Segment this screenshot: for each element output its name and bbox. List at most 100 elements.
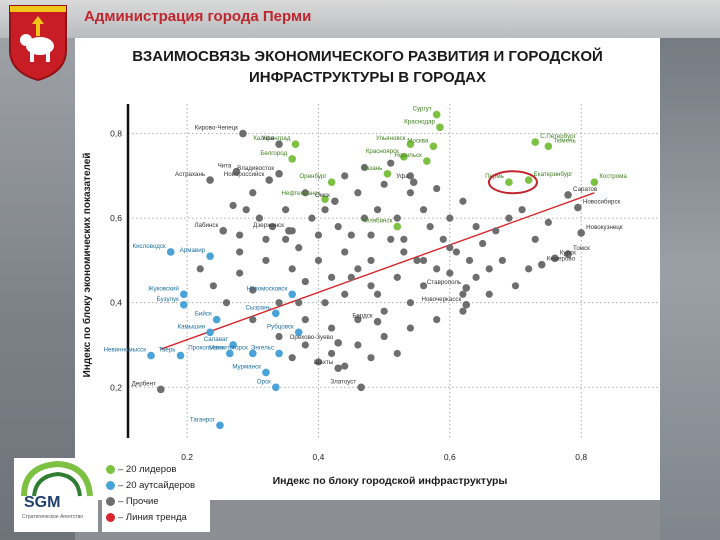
data-point	[367, 256, 375, 265]
data-point	[505, 214, 513, 222]
data-point	[301, 277, 309, 286]
point-label: Пермь	[485, 173, 504, 180]
y-axis-label: Индекс по блоку экономических показателе…	[81, 153, 93, 378]
point-label: Новокузнецк	[586, 224, 623, 231]
legend-item-others: – Прочие	[106, 494, 159, 508]
legend-item-trend: – Линия тренда	[106, 510, 187, 524]
point-label: Орехово-Зуево	[290, 334, 334, 341]
data-point	[413, 256, 421, 265]
data-point	[383, 169, 392, 178]
data-point	[301, 341, 309, 349]
data-point	[354, 316, 362, 324]
x-tick-label: 0,4	[313, 452, 325, 462]
point-label: Златоуст	[330, 378, 356, 385]
data-point	[393, 222, 402, 231]
data-point	[432, 110, 441, 119]
data-point	[229, 341, 237, 349]
point-label: Лабинск	[195, 222, 219, 229]
data-point	[485, 290, 493, 298]
data-point	[393, 214, 401, 222]
point-label: Тверь	[159, 347, 176, 354]
point-label: Кирово-Чепецк	[195, 125, 239, 132]
data-point	[236, 269, 244, 277]
data-point	[226, 349, 234, 358]
data-point	[328, 349, 336, 358]
data-point	[462, 284, 471, 292]
data-point	[433, 184, 441, 193]
data-point	[452, 248, 460, 256]
data-point	[406, 324, 415, 332]
data-point	[354, 341, 362, 349]
point-label: Таганрог	[190, 416, 216, 423]
data-point	[459, 197, 467, 205]
data-point	[373, 317, 382, 326]
point-label: Салават	[204, 336, 229, 343]
point-label: Чита	[218, 163, 232, 170]
data-point	[525, 265, 533, 273]
points	[147, 110, 599, 430]
sgm-logo: SGM Стратегическое Агентство	[14, 458, 98, 532]
data-point	[222, 299, 231, 307]
background-left	[0, 0, 75, 540]
point-label: Ульяновск	[376, 135, 406, 142]
data-point	[387, 235, 395, 243]
data-point	[212, 315, 221, 324]
data-point	[166, 248, 175, 256]
point-label: Рубцовск	[267, 323, 294, 330]
point-label: Бердск	[352, 313, 373, 320]
data-point	[354, 189, 362, 197]
data-point	[423, 157, 431, 165]
point-label: Кисловодск	[132, 243, 166, 250]
legend-label-outsiders: – 20 аутсайдеров	[118, 479, 196, 491]
data-point	[291, 140, 300, 148]
data-point	[288, 354, 296, 362]
data-point	[206, 328, 214, 337]
ticks: 0,2 0,4 0,6 0,8 0,2 0,4 0,6 0,8	[110, 129, 587, 462]
data-point	[176, 351, 185, 360]
point-label: Казань	[363, 165, 383, 172]
data-point	[531, 138, 540, 146]
data-point	[537, 260, 546, 269]
legend-item-outsiders: – 20 аутсайдеров	[106, 478, 195, 492]
data-point	[400, 153, 408, 161]
data-point	[196, 265, 204, 273]
data-point	[147, 351, 155, 360]
data-point	[308, 214, 316, 222]
data-point	[419, 282, 428, 290]
data-point	[288, 265, 296, 273]
legend-swatch-others	[106, 496, 115, 506]
point-label: Краснодар	[404, 118, 435, 125]
sgm-logo-name: SGM	[24, 494, 61, 511]
data-point	[262, 235, 270, 243]
data-point	[341, 248, 349, 256]
data-point	[393, 349, 401, 358]
data-point	[328, 324, 336, 332]
data-point	[341, 290, 349, 298]
data-point	[288, 155, 296, 163]
data-point	[271, 383, 280, 392]
data-point	[380, 332, 388, 341]
data-point	[249, 316, 257, 324]
point-label: Тюмень	[553, 137, 575, 144]
header-title: Администрация города Перми	[84, 8, 312, 25]
point-label: Бийск	[195, 311, 212, 318]
data-point	[406, 189, 415, 197]
data-point	[285, 227, 293, 235]
point-label: Новочеркасск	[422, 296, 462, 303]
data-point	[262, 256, 270, 265]
data-point	[282, 235, 290, 243]
point-label: Калининград	[253, 135, 291, 142]
point-label: Энгельс	[251, 344, 274, 351]
point-label: Челябинск	[362, 218, 393, 225]
x-tick-label: 0,6	[444, 452, 456, 462]
point-label: Магнитогорск	[209, 344, 248, 351]
data-point	[472, 223, 480, 231]
x-tick-label: 0,2	[181, 452, 193, 462]
point-label: Дзержинск	[253, 222, 284, 229]
point-label: Бузулук	[157, 296, 179, 303]
legend-label-leaders: – 20 лидеров	[118, 463, 177, 475]
legend: – 20 лидеров – 20 аутсайдеров – Прочие –…	[102, 460, 210, 532]
point-label: Курск	[560, 249, 576, 256]
